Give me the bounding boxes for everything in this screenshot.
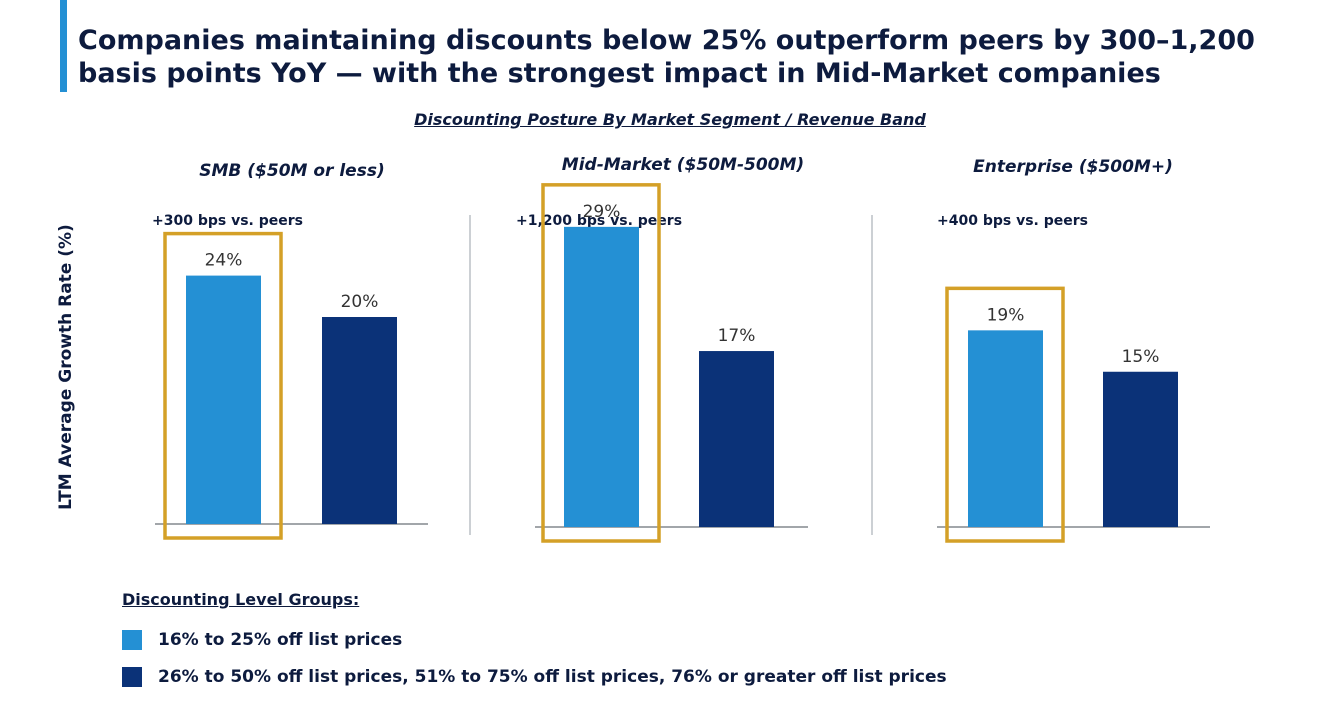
bar-mid-market-series-1 xyxy=(564,226,639,527)
bar-mid-market-series-2 xyxy=(699,351,774,527)
title-line-2: basis points YoY — with the strongest im… xyxy=(78,58,1161,89)
page-title: Companies maintaining discounts below 25… xyxy=(78,24,1318,90)
bar-smb-series-2 xyxy=(322,317,397,524)
highlight-box-mid-market xyxy=(541,183,661,543)
legend-item-low-discount: 16% to 25% off list prices xyxy=(122,630,402,650)
data-label-enterprise-series-2: 15% xyxy=(1122,347,1160,367)
panel-annotation-mid-market: +1,200 bps vs. peers xyxy=(516,213,682,229)
legend-label-low-discount: 16% to 25% off list prices xyxy=(158,630,403,650)
panel-title-mid-market: Mid-Market ($50M-500M) xyxy=(562,155,804,175)
data-label-mid-market-series-2: 17% xyxy=(718,326,756,346)
panel-title-enterprise: Enterprise ($500M+) xyxy=(973,157,1173,177)
bar-enterprise-series-2 xyxy=(1103,371,1178,527)
title-line-1: Companies maintaining discounts below 25… xyxy=(78,25,1255,56)
legend-swatch-high-discount xyxy=(122,667,142,687)
legend-item-high-discount: 26% to 50% off list prices, 51% to 75% o… xyxy=(122,667,947,687)
bar-smb-series-1 xyxy=(186,275,261,524)
panel-annotation-enterprise: +400 bps vs. peers xyxy=(937,213,1088,229)
legend-swatch-low-discount xyxy=(122,630,142,650)
legend-label-high-discount: 26% to 50% off list prices, 51% to 75% o… xyxy=(158,667,947,687)
highlight-box-enterprise xyxy=(945,286,1065,543)
panel-annotation-smb: +300 bps vs. peers xyxy=(152,213,303,229)
data-label-smb-series-2: 20% xyxy=(341,292,379,312)
highlight-box-smb xyxy=(163,231,283,540)
panel-title-smb: SMB ($50M or less) xyxy=(199,161,384,181)
data-label-smb-series-1: 24% xyxy=(205,251,243,271)
title-accent-bar xyxy=(60,0,67,92)
data-label-mid-market-series-1: 29% xyxy=(583,202,621,222)
legend-title: Discounting Level Groups: xyxy=(122,590,360,609)
data-label-enterprise-series-1: 19% xyxy=(987,305,1025,325)
bar-enterprise-series-1 xyxy=(968,330,1043,527)
chart-title: Discounting Posture By Market Segment / … xyxy=(414,110,926,129)
